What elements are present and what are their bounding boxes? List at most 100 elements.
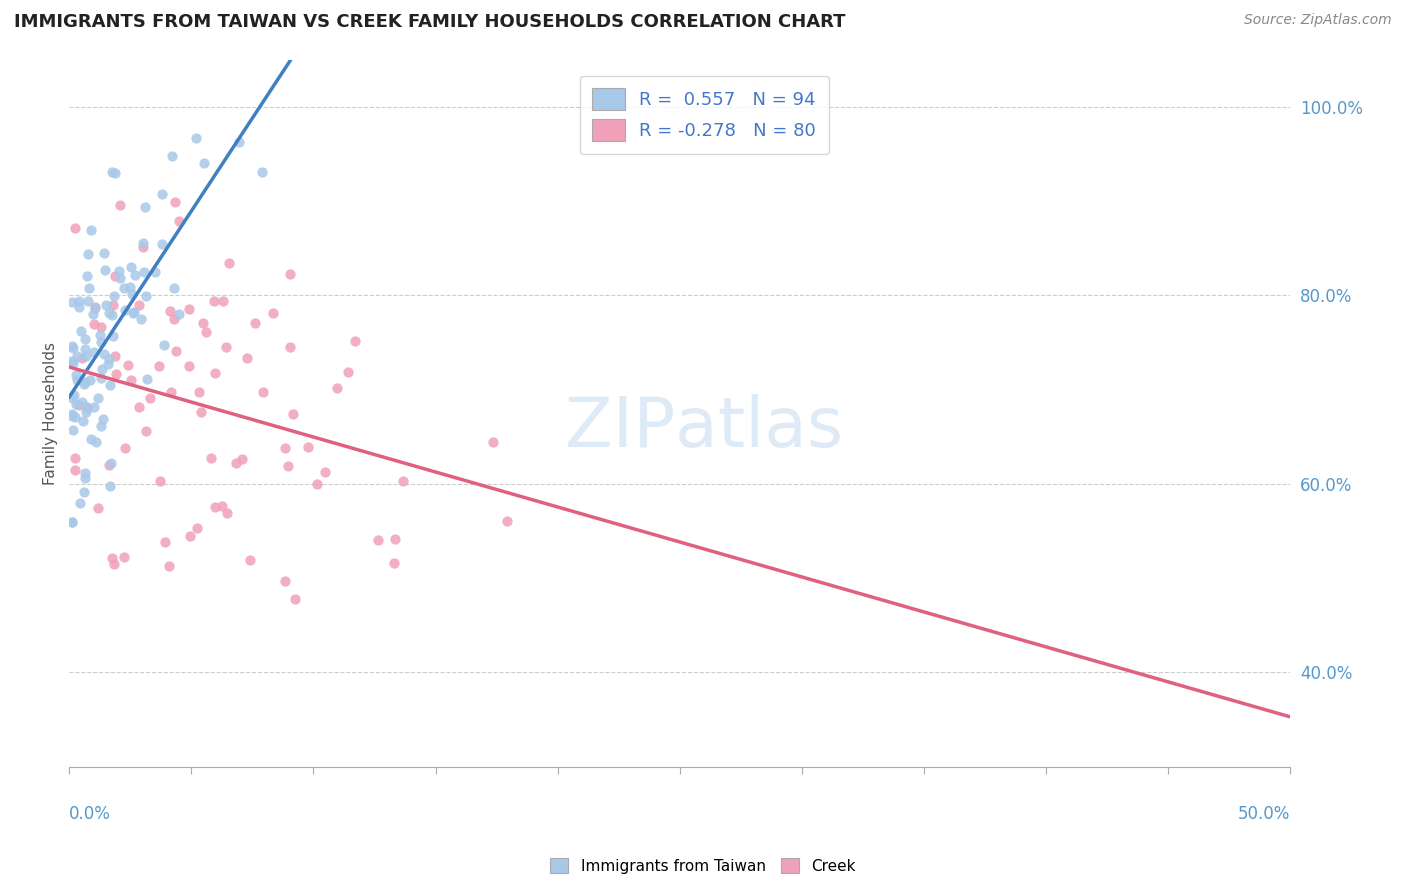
Point <box>314 465 336 479</box>
Point <box>75 332 97 346</box>
Point <box>75 349 97 363</box>
Point <box>202 294 225 309</box>
Point <box>73 466 96 480</box>
Text: Source: ZipAtlas.com: Source: ZipAtlas.com <box>1244 13 1392 28</box>
Point <box>160 385 183 400</box>
Point <box>73 485 96 500</box>
Point <box>112 549 135 564</box>
Point <box>482 435 505 450</box>
Point <box>90 371 112 385</box>
Point <box>382 556 405 570</box>
Point <box>84 300 107 314</box>
Point <box>76 269 98 284</box>
Point <box>90 319 112 334</box>
Point <box>367 533 389 548</box>
Point <box>159 304 181 318</box>
Point <box>60 339 83 353</box>
Point <box>70 324 93 338</box>
Point <box>65 397 87 411</box>
Point <box>62 341 84 355</box>
Point <box>215 506 238 520</box>
Point <box>62 356 84 370</box>
Point <box>193 156 215 170</box>
Point <box>277 458 299 473</box>
Point <box>204 500 226 514</box>
Text: ZIP​atlas: ZIP​atlas <box>565 393 844 461</box>
Point <box>281 407 304 421</box>
Point <box>128 400 150 414</box>
Point <box>79 223 101 237</box>
Point <box>157 558 180 573</box>
Point <box>134 265 156 279</box>
Point <box>104 350 127 364</box>
Point <box>60 409 83 424</box>
Point <box>191 316 214 330</box>
Point <box>149 474 172 488</box>
Point <box>177 301 200 316</box>
Point <box>98 479 121 493</box>
Point <box>70 394 93 409</box>
Point <box>122 304 145 318</box>
Point <box>284 592 307 607</box>
Point <box>62 388 84 402</box>
Point <box>225 456 247 470</box>
Point <box>104 166 127 180</box>
Point <box>118 279 141 293</box>
Point <box>100 456 122 470</box>
Point <box>392 474 415 488</box>
Point <box>69 495 91 509</box>
Point <box>108 270 131 285</box>
Point <box>297 440 319 454</box>
Point <box>274 441 297 455</box>
Point <box>143 265 166 279</box>
Point <box>190 405 212 419</box>
Point <box>63 450 86 465</box>
Point <box>239 553 262 567</box>
Text: 0.0%: 0.0% <box>69 805 111 823</box>
Point <box>153 338 176 352</box>
Point <box>94 297 117 311</box>
Point <box>79 373 101 387</box>
Point <box>94 263 117 277</box>
Point <box>60 407 83 421</box>
Point <box>73 342 96 356</box>
Point <box>77 294 100 309</box>
Point <box>108 197 131 211</box>
Point <box>76 401 98 415</box>
Point <box>77 247 100 261</box>
Point <box>200 451 222 466</box>
Point <box>262 305 284 319</box>
Point <box>90 362 112 376</box>
Point <box>62 423 84 437</box>
Point <box>150 237 173 252</box>
Point <box>91 411 114 425</box>
Point <box>243 316 266 330</box>
Text: 50.0%: 50.0% <box>1237 805 1291 823</box>
Point <box>90 334 112 349</box>
Point <box>236 351 259 366</box>
Point <box>148 359 170 373</box>
Point <box>60 515 83 529</box>
Point <box>212 293 235 308</box>
Point <box>76 400 98 414</box>
Point <box>60 354 83 368</box>
Point <box>336 365 359 379</box>
Point <box>114 303 136 318</box>
Point <box>75 471 97 485</box>
Point <box>70 351 93 365</box>
Point <box>83 317 105 331</box>
Point <box>103 289 125 303</box>
Point <box>129 312 152 326</box>
Point <box>121 306 143 320</box>
Point <box>89 327 111 342</box>
Point <box>114 442 136 456</box>
Point <box>135 371 157 385</box>
Point <box>103 558 125 572</box>
Point <box>218 256 240 270</box>
Point <box>93 246 115 260</box>
Point <box>177 359 200 373</box>
Point <box>104 269 127 284</box>
Point <box>135 424 157 438</box>
Point <box>117 358 139 372</box>
Point <box>163 311 186 326</box>
